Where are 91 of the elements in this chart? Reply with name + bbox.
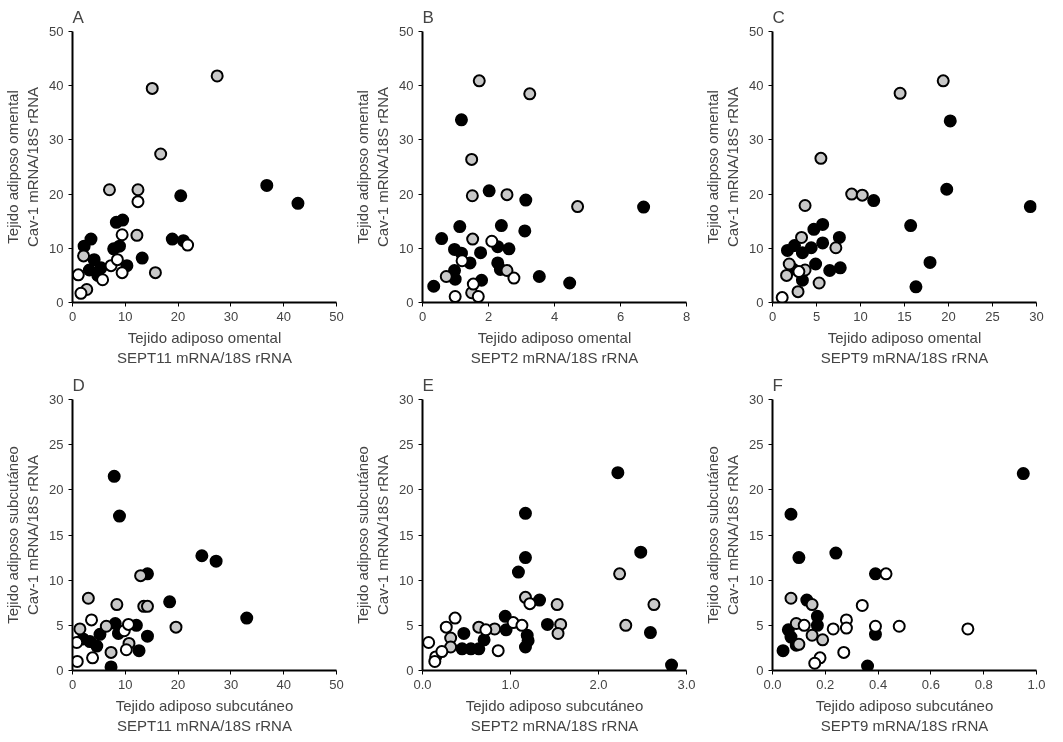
x-tick-label: 0.0 — [763, 676, 782, 692]
y-tick-label: 0 — [406, 663, 414, 678]
x-axis-title: Tejido adiposo omental SEPT11 mRNA/18S rRNA — [117, 328, 292, 366]
x-tick-label: 15 — [897, 308, 912, 324]
x-tick-label: 0.0 — [413, 676, 432, 692]
x-tick-label: 20 — [170, 676, 186, 692]
y-tick-label: 0 — [56, 663, 64, 678]
y-tick-label: 10 — [749, 572, 764, 588]
y-axis-title: Tejido adiposo subcutáneo Cav-1 mRNA/18S rRNA — [353, 446, 392, 624]
y-tick-label: 20 — [49, 482, 64, 498]
x-tick-label: 0 — [68, 676, 77, 692]
x-tick-label: 30 — [223, 308, 239, 324]
y-tick-label: 30 — [49, 132, 64, 148]
chart-title: C — [772, 7, 785, 27]
y-tick-label: 50 — [399, 24, 414, 39]
x-tick-label: 1.0 — [1027, 676, 1046, 692]
y-tick-label: 15 — [399, 527, 414, 543]
y-tick-label: 5 — [406, 617, 414, 633]
x-tick-label: 30 — [223, 676, 239, 692]
chart-title: D — [72, 375, 85, 395]
x-tick-label: 10 — [853, 308, 868, 324]
chart-title: A — [72, 7, 85, 27]
x-tick-label: 20 — [170, 308, 186, 324]
y-tick-label: 15 — [49, 527, 64, 543]
y-tick-label: 10 — [399, 240, 414, 256]
y-tick-label: 40 — [749, 78, 764, 94]
y-axis-title: Tejido adiposo omental Cav-1 mRNA/18S rRNA — [3, 86, 42, 248]
y-tick-label: 20 — [399, 186, 414, 202]
x-axis-title: Tejido adiposo omental SEPT9 mRNA/18S rRNA — [820, 328, 989, 366]
x-tick-label: 25 — [985, 308, 1000, 324]
x-tick-label: 3.0 — [677, 676, 696, 692]
x-axis-title: Tejido adiposo subcutáneo SEPT2 mRNA/18S rRNA — [465, 696, 644, 734]
x-axis-title: Tejido adiposo subcutáneo SEPT11 mRNA/18S rRNA — [115, 696, 294, 734]
x-tick-label: 10 — [118, 308, 133, 324]
x-axis-title: Tejido adiposo subcutáneo SEPT9 mRNA/18S rRNA — [815, 696, 994, 734]
y-tick-label: 20 — [749, 482, 764, 498]
y-tick-label: 25 — [399, 437, 414, 453]
chart-title: B — [422, 7, 434, 27]
x-tick-label: 1.0 — [501, 676, 520, 692]
y-tick-label: 30 — [49, 392, 64, 407]
y-tick-label: 25 — [749, 437, 764, 453]
x-tick-label: 0 — [418, 308, 427, 324]
chart-title: F — [772, 375, 783, 395]
x-tick-label: 2.0 — [589, 676, 608, 692]
y-tick-label: 20 — [399, 482, 414, 498]
x-tick-label: 50 — [329, 308, 344, 324]
x-tick-label: 50 — [329, 676, 344, 692]
y-tick-label: 30 — [399, 132, 414, 148]
y-tick-label: 5 — [756, 617, 764, 633]
x-tick-label: 20 — [941, 308, 956, 324]
y-tick-label: 30 — [399, 392, 414, 407]
y-tick-label: 50 — [749, 24, 764, 39]
y-tick-label: 30 — [749, 132, 764, 148]
y-tick-label: 20 — [749, 186, 764, 202]
x-tick-label: 6 — [616, 308, 625, 324]
x-tick-label: 0.2 — [816, 676, 835, 692]
x-tick-label: 2 — [484, 308, 493, 324]
y-axis-title: Tejido adiposo omental Cav-1 mRNA/18S rRNA — [703, 86, 742, 248]
x-tick-label: 0.8 — [974, 676, 993, 692]
x-tick-label: 0.4 — [869, 676, 888, 692]
x-tick-label: 0 — [768, 308, 777, 324]
x-tick-label: 10 — [118, 676, 133, 692]
y-tick-label: 0 — [756, 663, 764, 678]
y-tick-label: 50 — [49, 24, 64, 39]
y-tick-label: 0 — [56, 295, 64, 310]
y-tick-label: 25 — [49, 437, 64, 453]
y-tick-label: 20 — [49, 186, 64, 202]
y-axis-title: Tejido adiposo omental Cav-1 mRNA/18S rRNA — [353, 86, 392, 248]
x-tick-label: 40 — [276, 308, 291, 324]
y-tick-label: 10 — [399, 572, 414, 588]
y-tick-label: 5 — [56, 617, 64, 633]
x-tick-label: 30 — [1029, 308, 1044, 324]
x-tick-label: 0 — [68, 308, 77, 324]
x-tick-label: 0.6 — [921, 676, 940, 692]
x-tick-label: 40 — [276, 676, 291, 692]
x-tick-label: 4 — [550, 308, 559, 324]
x-tick-label: 8 — [682, 308, 691, 324]
chart-title: E — [422, 375, 434, 395]
y-tick-label: 0 — [756, 295, 764, 310]
x-axis-title: Tejido adiposo omental SEPT2 mRNA/18S rRNA — [470, 328, 639, 366]
y-tick-label: 40 — [399, 78, 414, 94]
y-tick-label: 10 — [49, 240, 64, 256]
y-axis-title: Tejido adiposo subcutáneo Cav-1 mRNA/18S rRNA — [703, 446, 742, 624]
x-tick-label: 5 — [812, 308, 821, 324]
y-tick-label: 30 — [749, 392, 764, 407]
y-tick-label: 10 — [749, 240, 764, 256]
y-axis-title: Tejido adiposo subcutáneo Cav-1 mRNA/18S rRNA — [3, 446, 42, 624]
y-tick-label: 0 — [406, 295, 414, 310]
y-tick-label: 10 — [49, 572, 64, 588]
y-tick-label: 15 — [749, 527, 764, 543]
y-tick-label: 40 — [49, 78, 64, 94]
